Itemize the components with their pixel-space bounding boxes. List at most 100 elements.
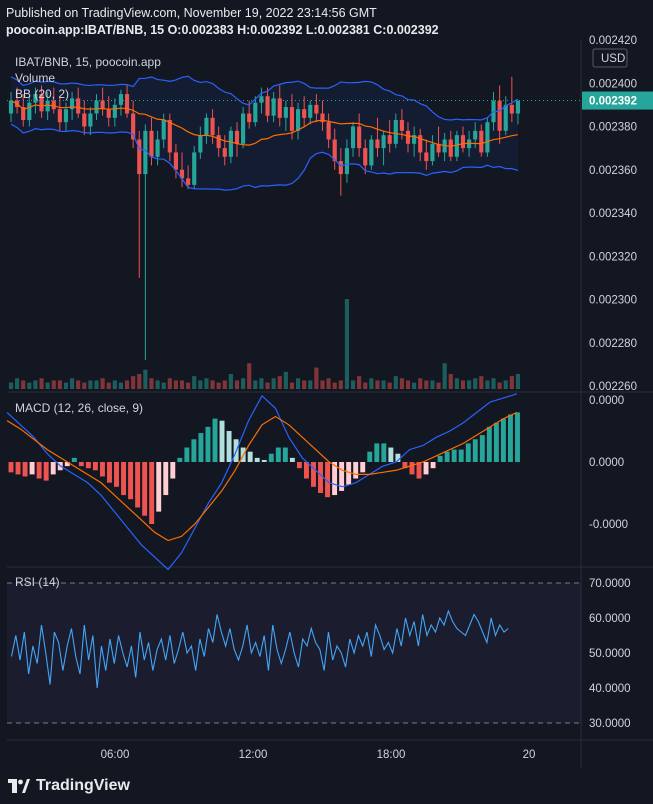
candle-body xyxy=(357,126,362,149)
time-tick-label: 12:00 xyxy=(239,749,268,761)
candle-body xyxy=(418,135,423,153)
candle-body xyxy=(57,109,62,123)
bb-upper-line xyxy=(10,75,519,121)
volume-bar xyxy=(277,376,282,389)
macd-histogram-bar xyxy=(311,462,316,487)
volume-bar xyxy=(412,382,417,389)
volume-bar xyxy=(179,380,185,389)
volume-bar xyxy=(265,382,270,389)
chart-header: Published on TradingView.com, November 1… xyxy=(6,5,439,39)
macd-histogram-bar xyxy=(163,462,169,496)
macd-histogram-bar xyxy=(325,462,331,498)
candle-body xyxy=(393,120,398,144)
volume-bar xyxy=(424,380,429,389)
price-tick-label: 0.002320 xyxy=(589,251,637,263)
candle-body xyxy=(179,169,185,179)
macd-histogram-bar xyxy=(402,462,408,469)
volume-bar xyxy=(216,382,221,389)
volume-bar xyxy=(106,382,111,389)
rsi-tick-label: 70.0000 xyxy=(589,578,631,590)
volume-bar xyxy=(259,378,264,389)
volume-bar xyxy=(143,369,148,389)
bb-band-fill xyxy=(11,76,518,191)
footer-brand: TradingView xyxy=(36,777,130,794)
time-tick-label: 06:00 xyxy=(101,749,130,761)
macd-histogram-bar xyxy=(437,455,443,462)
candle-body xyxy=(106,109,111,118)
candle-body xyxy=(332,139,337,162)
candle-body xyxy=(228,130,233,157)
volume-bar xyxy=(15,378,20,389)
volume-bar xyxy=(326,378,331,389)
macd-histogram-bar xyxy=(346,462,352,485)
candle-body xyxy=(192,152,197,185)
volume-bar xyxy=(173,380,178,389)
price-legend-item: IBAT/BNB, 15, poocoin.app xyxy=(15,55,161,69)
macd-histogram-bar xyxy=(99,462,105,477)
volume-bar xyxy=(399,378,404,389)
volume-bar xyxy=(485,380,490,389)
volume-bar xyxy=(27,382,32,389)
macd-histogram-bar xyxy=(318,462,323,493)
candle-body xyxy=(155,139,160,157)
candle-body xyxy=(167,120,172,153)
candle-body xyxy=(198,135,203,153)
volume-bar xyxy=(137,374,142,389)
macd-histogram-bar xyxy=(268,453,274,462)
candle-body xyxy=(405,130,411,144)
volume-bar xyxy=(314,367,319,389)
price-tick-label: 0.002360 xyxy=(589,165,637,177)
rsi-tick-label: 30.0000 xyxy=(589,718,631,730)
candle-body xyxy=(509,104,514,114)
candle-body xyxy=(479,130,484,153)
candle-body xyxy=(326,122,331,140)
volume-bar xyxy=(509,376,514,389)
macd-histogram-bar xyxy=(29,462,35,475)
macd-tick-label: -0.0000 xyxy=(589,519,628,531)
candle-body xyxy=(387,135,392,144)
candle-body xyxy=(271,98,276,116)
volume-bar xyxy=(320,380,325,389)
macd-histogram-bar xyxy=(515,412,520,462)
candle-body xyxy=(45,100,50,112)
candle-body xyxy=(210,117,215,136)
macd-histogram-bar xyxy=(367,451,373,462)
macd-histogram-bar xyxy=(395,453,401,462)
volume-bar xyxy=(88,380,93,389)
macd-histogram-bar xyxy=(444,451,450,462)
macd-histogram-bar xyxy=(451,449,457,462)
candle-body xyxy=(161,120,166,140)
volume-bar xyxy=(375,380,380,389)
volume-bar xyxy=(283,371,288,389)
macd-histogram-bar xyxy=(219,420,225,462)
macd-histogram-bar xyxy=(303,462,309,479)
rsi-tick-label: 40.0000 xyxy=(589,683,631,695)
macd-histogram-bar xyxy=(486,426,492,462)
volume-bar xyxy=(369,378,374,389)
candle-body xyxy=(124,94,130,114)
candle-body xyxy=(412,135,417,144)
time-tick-label: 18:00 xyxy=(377,749,406,761)
candle-body xyxy=(302,109,307,118)
macd-histogram-bar xyxy=(500,418,506,462)
candle-body xyxy=(399,120,404,131)
candle-body xyxy=(137,139,142,175)
volume-bar xyxy=(94,380,99,389)
volume-bar xyxy=(503,380,508,389)
candle-body xyxy=(8,100,14,114)
macd-histogram-bar xyxy=(191,439,197,462)
volume-bar xyxy=(198,380,203,389)
candle-body xyxy=(173,152,178,170)
volume-bar xyxy=(247,363,252,389)
tradingview-logo[interactable]: TradingView xyxy=(8,776,130,796)
macd-histogram-bar xyxy=(254,457,260,462)
volume-bar xyxy=(344,299,350,389)
volume-bar xyxy=(204,378,209,389)
candle-body xyxy=(283,107,288,118)
macd-histogram-bar xyxy=(332,462,338,496)
candle-body xyxy=(100,100,105,110)
candle-body xyxy=(149,130,154,157)
candle-body xyxy=(473,130,478,140)
candle-body xyxy=(216,135,221,149)
